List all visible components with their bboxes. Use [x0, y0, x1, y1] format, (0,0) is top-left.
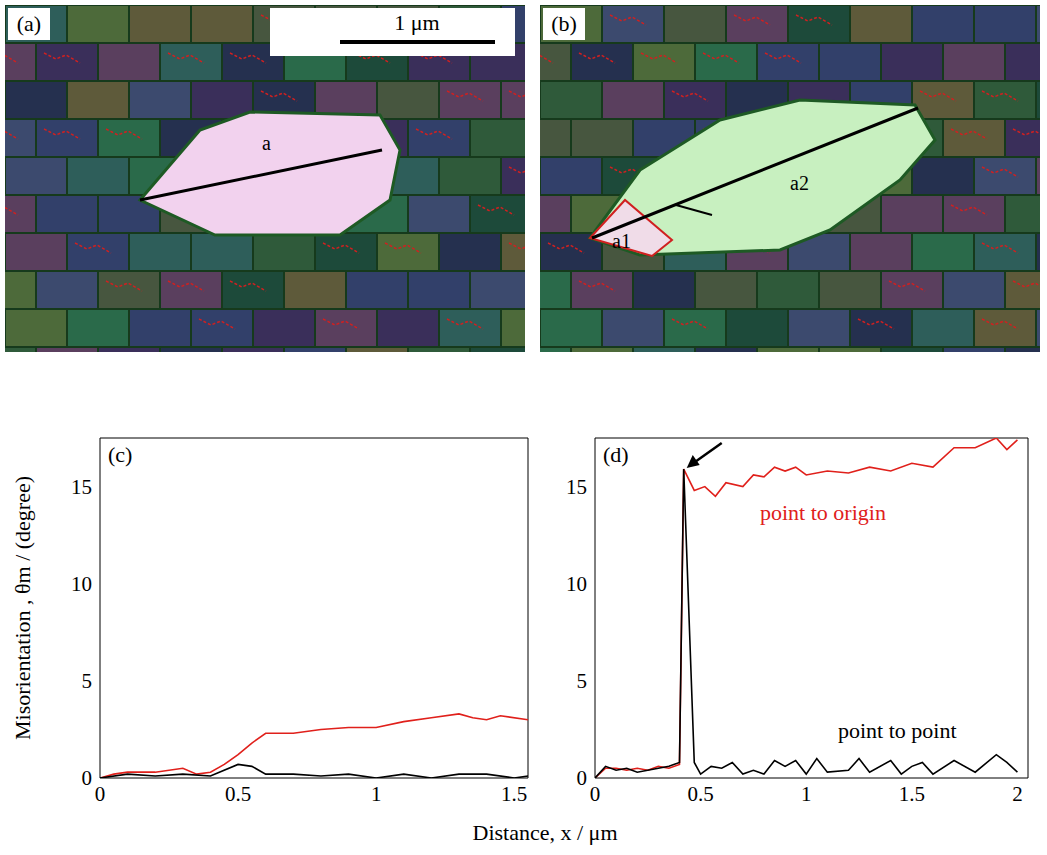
svg-text:0: 0	[95, 782, 106, 806]
svg-text:5: 5	[82, 669, 93, 693]
svg-text:1: 1	[801, 782, 812, 806]
svg-text:1.5: 1.5	[501, 782, 527, 806]
svg-text:15: 15	[71, 475, 92, 499]
svg-text:a2: a2	[790, 172, 809, 194]
svg-text:Misorientation , θm / (degree): Misorientation , θm / (degree)	[10, 476, 35, 740]
svg-text:0.5: 0.5	[225, 782, 251, 806]
svg-text:0.5: 0.5	[687, 782, 713, 806]
svg-text:a1: a1	[612, 230, 631, 252]
svg-text:(c): (c)	[108, 442, 132, 467]
svg-text:15: 15	[566, 475, 587, 499]
svg-text:a: a	[262, 132, 271, 154]
svg-text:2: 2	[1012, 782, 1023, 806]
svg-text:0: 0	[82, 766, 93, 790]
svg-text:Distance, x / μm: Distance, x / μm	[473, 820, 618, 845]
svg-text:point to point: point to point	[838, 718, 957, 743]
svg-text:point to origin: point to origin	[760, 500, 886, 525]
svg-text:0: 0	[590, 782, 601, 806]
svg-text:10: 10	[71, 572, 92, 596]
svg-text:0: 0	[577, 766, 588, 790]
svg-text:1 μm: 1 μm	[394, 10, 439, 35]
svg-text:1: 1	[371, 782, 382, 806]
svg-text:(b): (b)	[551, 11, 577, 36]
svg-text:5: 5	[577, 669, 588, 693]
svg-text:(d): (d)	[603, 442, 629, 467]
svg-text:(a): (a)	[17, 11, 41, 36]
svg-text:1.5: 1.5	[899, 782, 925, 806]
svg-text:10: 10	[566, 572, 587, 596]
